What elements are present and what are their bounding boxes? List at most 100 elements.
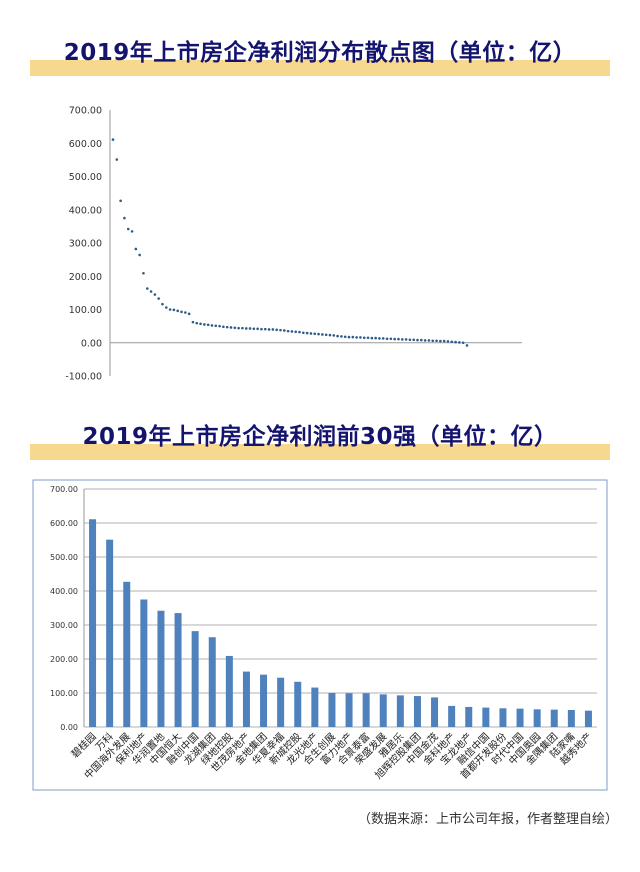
scatter-point — [206, 323, 210, 327]
bar — [174, 613, 182, 727]
scatter-point — [252, 327, 256, 331]
scatter-point — [187, 312, 191, 316]
y-tick-label: 0.00 — [60, 723, 78, 732]
scatter-point — [180, 310, 183, 314]
bar — [157, 610, 165, 727]
bar — [140, 599, 148, 727]
scatter-point — [343, 335, 347, 339]
scatter-point — [191, 320, 195, 324]
bar — [89, 519, 97, 727]
bar — [448, 705, 456, 727]
bar — [328, 693, 336, 727]
scatter-point — [412, 338, 416, 342]
y-tick-label: 500.00 — [69, 172, 102, 183]
scatter-point — [184, 311, 187, 314]
y-tick-label: 400.00 — [69, 205, 102, 216]
bar-title-block: 2019年上市房企净利润前30强（单位：亿） — [30, 420, 610, 460]
bar — [584, 710, 592, 727]
scatter-point — [275, 328, 278, 332]
scatter-point — [324, 333, 328, 337]
scatter-point — [393, 337, 396, 341]
scatter-point — [111, 138, 115, 141]
scatter-point — [389, 337, 393, 341]
chart-frame — [32, 479, 608, 791]
scatter-point — [328, 333, 332, 337]
bar — [413, 696, 421, 727]
scatter-chart: 700.00 600.00 500.00 400.00 300.00 200.00 100.… — [65, 106, 522, 383]
y-tick-label: 300.00 — [50, 621, 78, 630]
scatter-point — [458, 341, 461, 344]
bar — [345, 693, 353, 727]
scatter-point — [309, 332, 313, 335]
scatter-point — [164, 306, 168, 309]
scatter-point — [431, 339, 435, 343]
bar — [242, 671, 250, 727]
scatter-point — [260, 327, 263, 331]
bar-title: 2019年上市房企净利润前30强（单位：亿） — [82, 424, 558, 450]
scatter-point — [157, 297, 160, 300]
y-tick-label: 400.00 — [50, 587, 78, 596]
scatter-point — [408, 338, 412, 342]
scatter-point — [397, 337, 400, 341]
scatter-point — [225, 325, 229, 329]
scatter-point — [435, 339, 438, 343]
scatter-point — [210, 324, 214, 327]
scatter-point — [145, 287, 149, 290]
scatter-point — [446, 340, 450, 343]
scatter-point — [427, 339, 431, 342]
scatter-point — [214, 324, 218, 328]
scatter-point — [317, 332, 320, 336]
scatter-point — [176, 309, 180, 313]
data-source-note: （数据来源：上市公司年报，作者整理自绘） — [357, 812, 618, 827]
bar — [550, 709, 558, 727]
scatter-point — [153, 293, 157, 296]
bar — [260, 674, 268, 727]
y-tick-label: 700.00 — [50, 485, 78, 494]
scatter-point — [218, 324, 221, 328]
scatter-point — [366, 336, 370, 340]
bar — [379, 694, 387, 727]
bar — [123, 581, 131, 727]
scatter-point — [385, 337, 389, 341]
scatter-point — [362, 336, 366, 340]
scatter-point — [130, 230, 134, 233]
scatter-point — [195, 321, 199, 325]
scatter-point — [233, 326, 237, 330]
scatter-point — [241, 326, 244, 330]
scatter-point — [404, 338, 408, 341]
scatter-point — [347, 335, 351, 339]
bar — [191, 631, 199, 727]
scatter-point — [400, 338, 404, 341]
scatter-point — [305, 331, 309, 335]
scatter-point — [138, 253, 141, 257]
scatter-point — [290, 330, 294, 333]
scatter-title-block: 2019年上市房企净利润分布散点图（单位：亿） — [30, 36, 610, 76]
scatter-point — [248, 327, 252, 330]
scatter-point — [263, 327, 267, 331]
scatter-point — [134, 247, 138, 251]
bar — [465, 706, 473, 727]
scatter-point — [161, 302, 164, 306]
scatter-point — [172, 308, 176, 312]
y-tick-label: 700.00 — [69, 106, 102, 117]
y-tick-label: -100.00 — [65, 372, 102, 383]
scatter-point — [442, 339, 446, 343]
scatter-point — [256, 327, 259, 331]
scatter-point — [355, 336, 358, 339]
scatter-point — [465, 344, 469, 347]
bar — [533, 709, 541, 727]
scatter-point — [378, 337, 381, 340]
y-tick-label: 100.00 — [50, 689, 78, 698]
y-tick-label: 300.00 — [69, 239, 102, 250]
scatter-point — [123, 216, 126, 220]
scatter-point — [423, 339, 427, 342]
scatter-point — [286, 329, 290, 333]
scatter-point — [450, 340, 454, 344]
bar — [516, 708, 524, 727]
scatter-point — [294, 330, 298, 334]
y-tick-label: 600.00 — [50, 519, 78, 528]
scatter-point — [454, 340, 457, 344]
bar — [567, 710, 575, 727]
bar — [396, 695, 404, 727]
bar — [431, 697, 439, 727]
